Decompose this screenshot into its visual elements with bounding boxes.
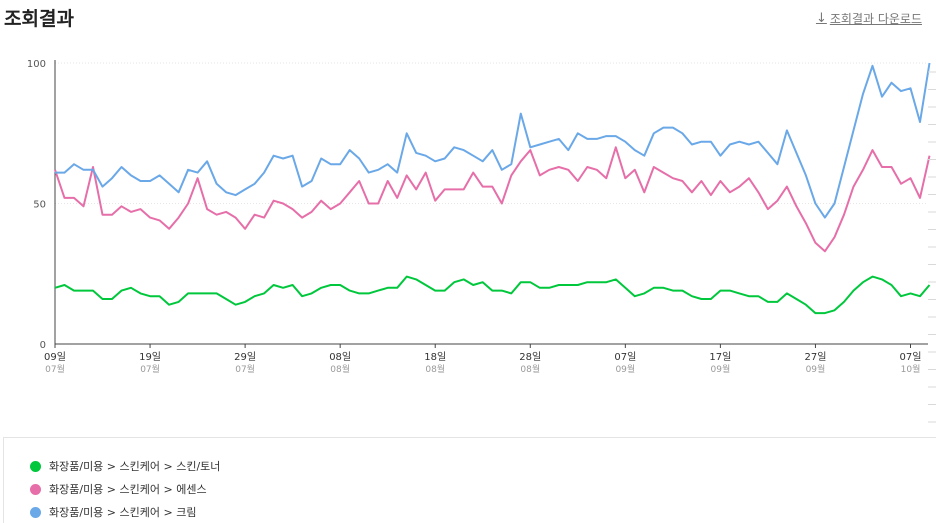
axes bbox=[54, 60, 928, 348]
legend-label: 화장품/미용 > 스킨케어 > 스킨/토너 bbox=[49, 460, 221, 473]
download-label: 조회결과 다운로드 bbox=[829, 12, 922, 26]
x-tick-label-day: 27일 bbox=[804, 351, 826, 363]
series-line-0 bbox=[54, 275, 931, 315]
y-tick-label: 0 bbox=[40, 340, 46, 351]
legend: 화장품/미용 > 스킨케어 > 스킨/토너 화장품/미용 > 스킨케어 > 에센… bbox=[3, 437, 936, 523]
x-tick-label-day: 08일 bbox=[329, 351, 351, 363]
right-edge-ticks bbox=[928, 71, 936, 423]
legend-dot-icon bbox=[30, 506, 41, 518]
page-title: 조회결과 bbox=[4, 8, 74, 30]
legend-dot-icon bbox=[30, 460, 41, 472]
legend-item-cream[interactable]: 화장품/미용 > 스킨케어 > 크림 bbox=[30, 504, 196, 520]
x-tick-label-day: 07일 bbox=[900, 351, 922, 363]
grid-lines bbox=[55, 62, 928, 204]
x-tick-label-month: 10월 bbox=[901, 363, 921, 375]
download-button[interactable]: ↓ 조회결과 다운로드 bbox=[816, 10, 922, 27]
x-tick-label-month: 08월 bbox=[425, 363, 445, 375]
x-tick-label-day: 28일 bbox=[519, 351, 541, 363]
x-tick-label-month: 09월 bbox=[711, 363, 731, 375]
y-tick-label: 100 bbox=[27, 59, 46, 70]
x-tick-label-day: 17일 bbox=[709, 351, 731, 363]
x-tick-label-day: 19일 bbox=[139, 351, 161, 363]
x-tick-label-month: 08월 bbox=[330, 363, 350, 375]
x-tick-label-month: 09월 bbox=[806, 363, 826, 375]
series-line-2 bbox=[55, 62, 931, 219]
x-tick-label-day: 29일 bbox=[234, 351, 256, 363]
line-chart: 05010009일07월19일07월29일07월08일08월18일08월28일0… bbox=[27, 59, 936, 423]
x-tick-label-day: 07일 bbox=[614, 351, 636, 363]
legend-item-essence[interactable]: 화장품/미용 > 스킨케어 > 에센스 bbox=[30, 481, 207, 497]
legend-dot-icon bbox=[30, 483, 41, 495]
legend-label: 화장품/미용 > 스킨케어 > 크림 bbox=[49, 506, 197, 519]
x-tick-label-day: 09일 bbox=[44, 351, 66, 363]
series-lines bbox=[54, 62, 931, 315]
x-tick-label-month: 07월 bbox=[235, 363, 255, 375]
y-tick-label: 50 bbox=[33, 200, 46, 211]
series-line-1 bbox=[54, 146, 931, 253]
x-tick-label-day: 18일 bbox=[424, 351, 446, 363]
x-tick-label-month: 07월 bbox=[140, 363, 160, 375]
x-tick-label-month: 07월 bbox=[45, 363, 65, 375]
legend-label: 화장품/미용 > 스킨케어 > 에센스 bbox=[49, 483, 207, 496]
x-tick-label-month: 09월 bbox=[615, 363, 635, 375]
x-tick-label-month: 08월 bbox=[520, 363, 540, 375]
download-arrow-icon: ↓ bbox=[815, 11, 827, 26]
legend-item-skin-toner[interactable]: 화장품/미용 > 스킨케어 > 스킨/토너 bbox=[30, 458, 220, 474]
tick-labels: 05010009일07월19일07월29일07월08일08월18일08월28일0… bbox=[27, 59, 922, 375]
